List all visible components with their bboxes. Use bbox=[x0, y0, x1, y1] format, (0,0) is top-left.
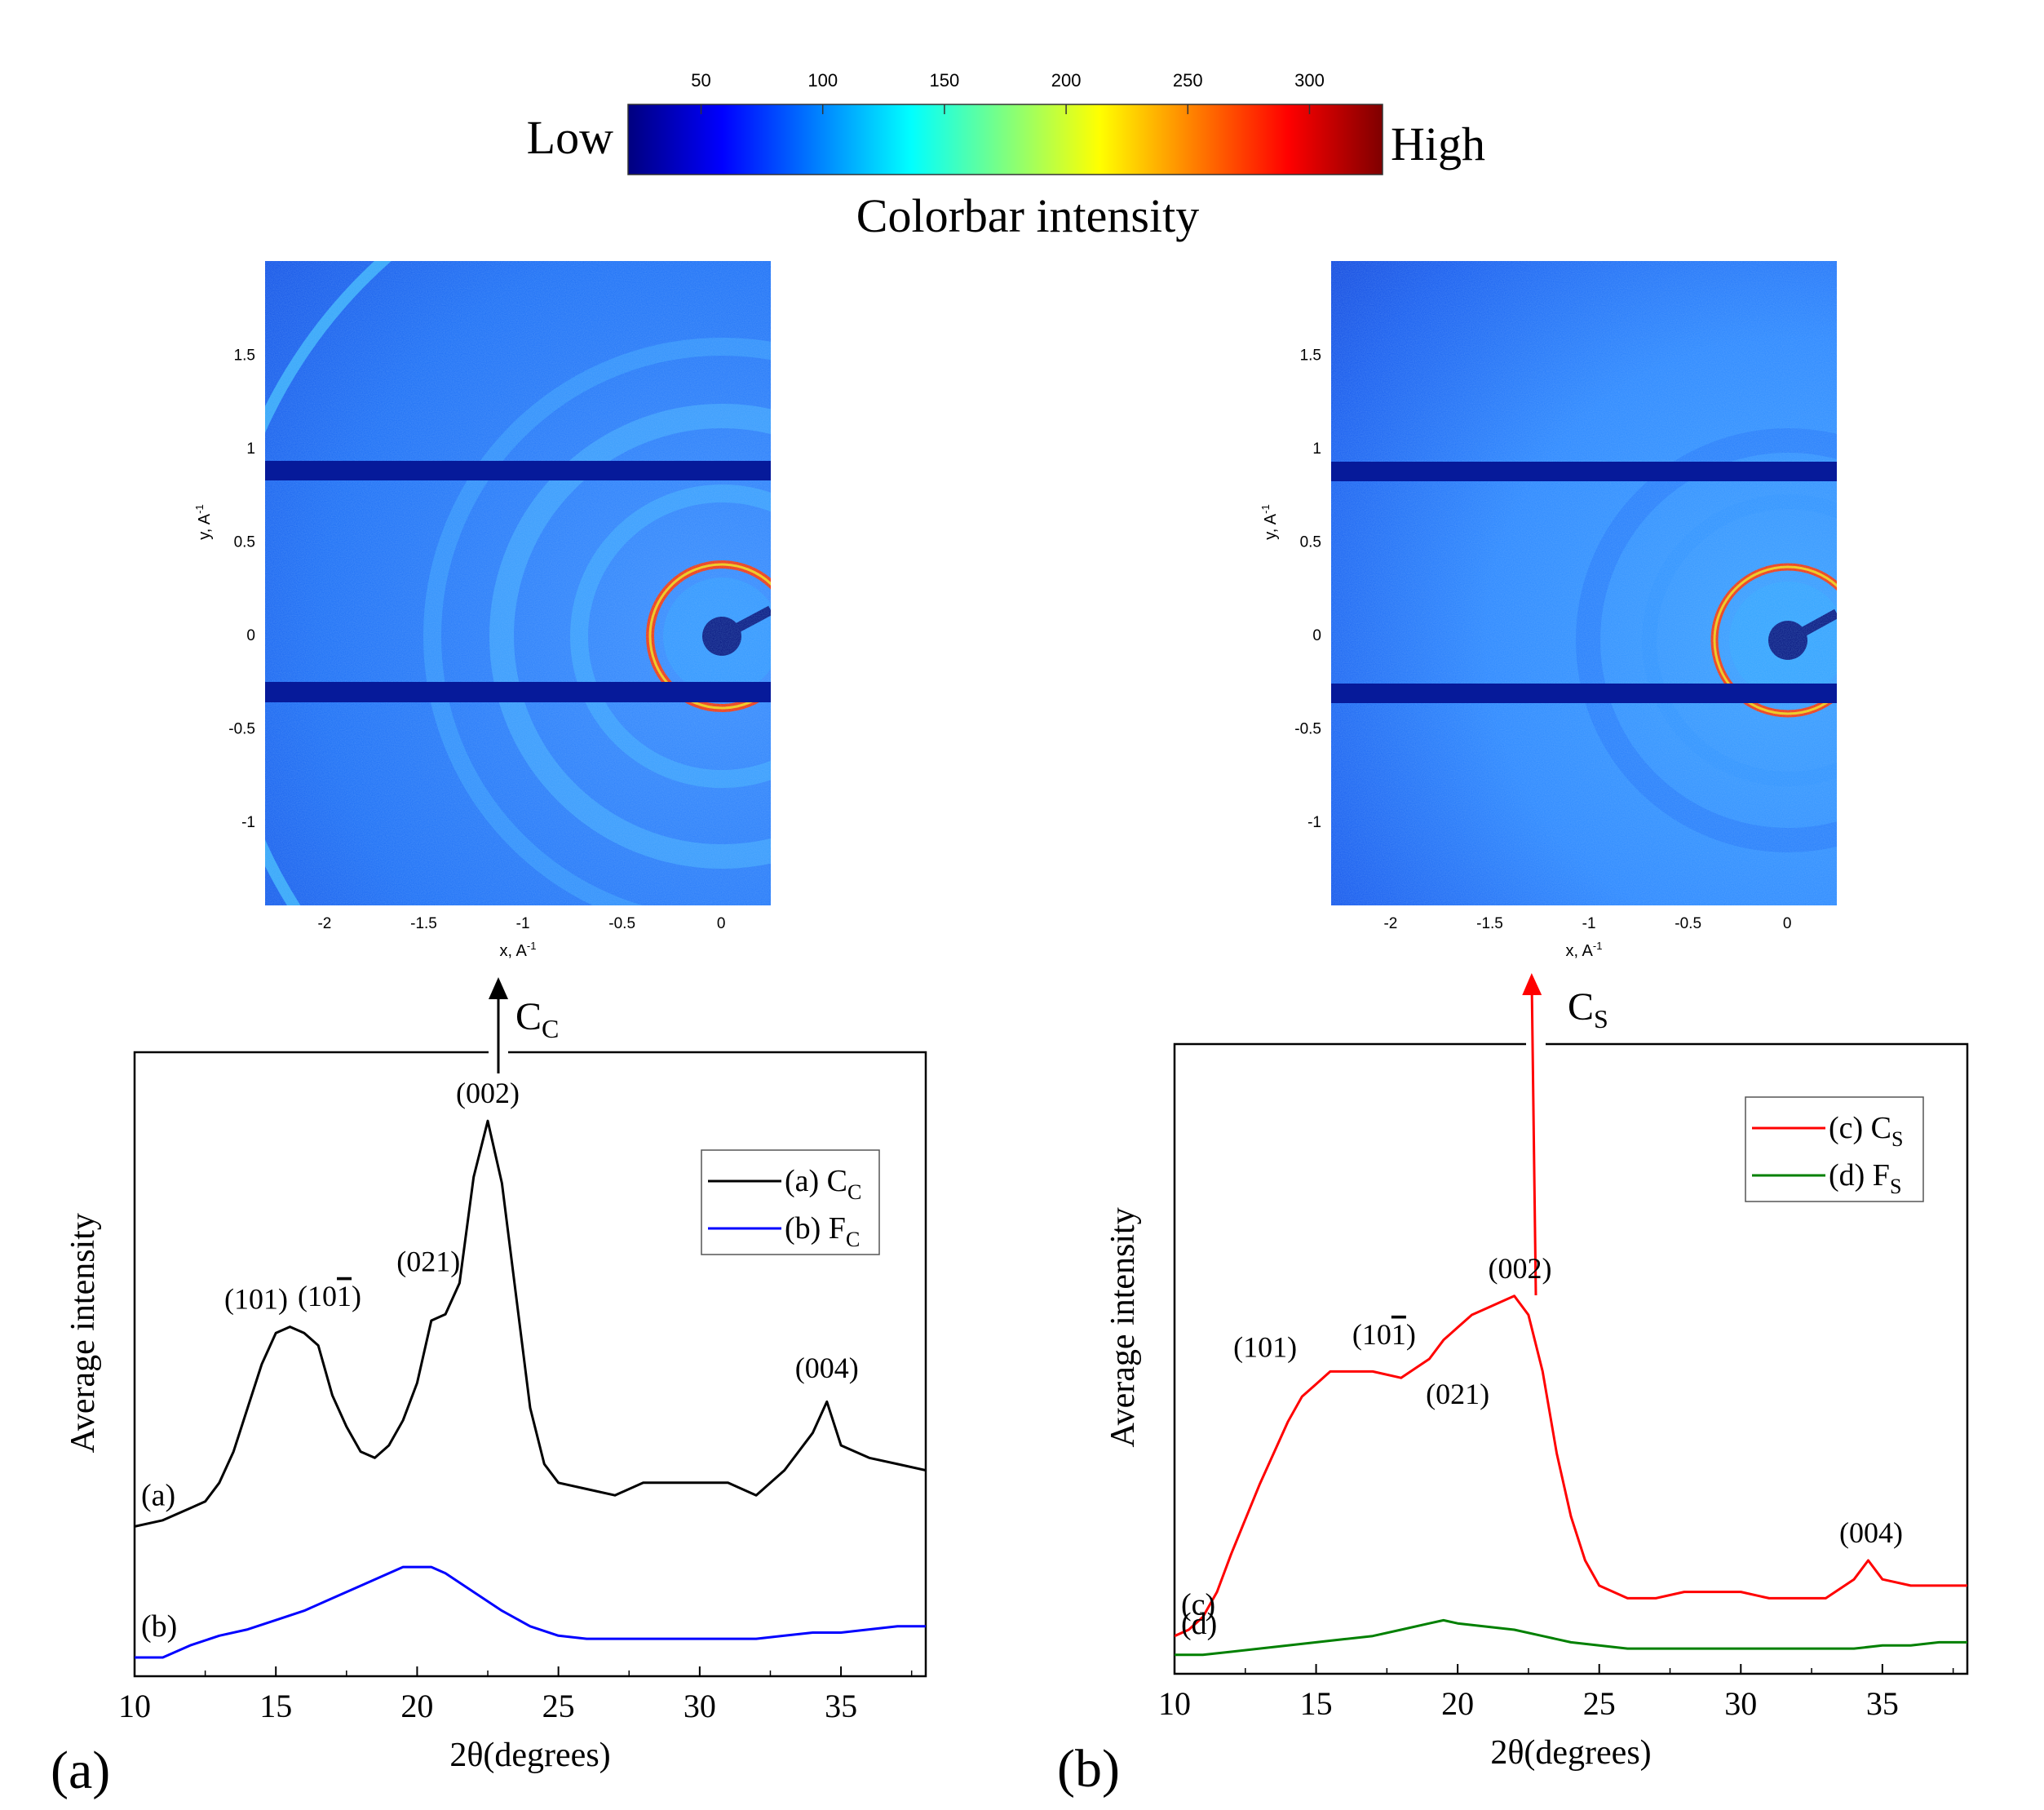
series-line-0 bbox=[135, 1119, 926, 1528]
map-x-tick-label: -2 bbox=[317, 915, 331, 932]
series-line-1 bbox=[1175, 1618, 1967, 1657]
diffraction-map-left: -2 -1.5 -1 -0.5 0 1.5 1 0.5 0 -0.5 -1 x, A-1 y, A-1 bbox=[193, 261, 771, 960]
colorbar-tick-label: 50 bbox=[691, 70, 710, 91]
map-x-axis-label: x, A-1 bbox=[500, 940, 537, 960]
legend-box bbox=[701, 1149, 880, 1255]
x-tick-label: 25 bbox=[1583, 1685, 1616, 1722]
colorbar-tick-label: 200 bbox=[1051, 70, 1082, 91]
map-y-tick-label: 1.5 bbox=[234, 347, 255, 364]
series-curve-label: (a) bbox=[141, 1478, 175, 1512]
x-tick-label: 35 bbox=[825, 1688, 857, 1724]
peak-label: (101) bbox=[224, 1283, 288, 1316]
map-y-tick-label: 1.5 bbox=[1300, 347, 1321, 364]
map-y-tick-label: -0.5 bbox=[228, 720, 255, 737]
colorbar-bar bbox=[627, 104, 1383, 175]
plot-frame bbox=[133, 1051, 927, 1678]
map-y-tick-label: 0 bbox=[246, 627, 255, 644]
peak-label: (004) bbox=[795, 1352, 859, 1384]
arrow-right: CS bbox=[1522, 973, 1608, 1296]
xrd-chart-a: 10 15 20 25 30 35 2θ(degrees) Average intensity… bbox=[51, 1051, 927, 1800]
map-x-tick-label: -1.5 bbox=[410, 915, 437, 932]
peak-label: (101) bbox=[298, 1280, 361, 1312]
arrow-left-label: CC bbox=[515, 995, 559, 1043]
peak-label: (002) bbox=[456, 1077, 520, 1109]
map-y-tick-label: -1 bbox=[1307, 814, 1321, 831]
map-x-tick-label: 0 bbox=[1783, 915, 1792, 932]
arrow-left: CC bbox=[489, 977, 559, 1073]
map-y-tick-label: 0.5 bbox=[1300, 533, 1321, 551]
colorbar-ticks: 50 100 150 200 250 300 bbox=[691, 70, 1325, 114]
peak-label: (021) bbox=[1426, 1378, 1489, 1410]
colorbar-tick-label: 100 bbox=[807, 70, 838, 91]
series-curve-label: (c) bbox=[1181, 1588, 1215, 1622]
colorbar-tick-label: 150 bbox=[930, 70, 960, 91]
x-tick-label: 25 bbox=[542, 1688, 575, 1724]
map-left-axes: -2 -1.5 -1 -0.5 0 1.5 1 0.5 0 -0.5 -1 x, A-1 y, A-1 bbox=[193, 347, 726, 960]
arrow-right-label: CS bbox=[1568, 985, 1608, 1033]
colorbar-low-label: Low bbox=[527, 111, 613, 164]
series-line-1 bbox=[135, 1565, 926, 1659]
map-x-tick-label: -0.5 bbox=[608, 915, 635, 932]
map-x-tick-label: -1 bbox=[516, 915, 530, 932]
legend-box bbox=[1745, 1096, 1924, 1202]
x-axis-label: 2θ(degrees) bbox=[449, 1737, 610, 1774]
map-y-tick-label: 0.5 bbox=[234, 533, 255, 551]
map-y-axis-label: y, A-1 bbox=[1259, 504, 1280, 539]
legend-entry: (c) CS bbox=[1829, 1111, 1904, 1151]
x-tick-label: 15 bbox=[259, 1688, 292, 1724]
map-y-tick-label: 1 bbox=[246, 440, 255, 458]
colorbar: 50 100 150 200 250 300 Low High Colorbar inte… bbox=[527, 70, 1485, 242]
series-line-0 bbox=[1175, 1294, 1967, 1638]
map-x-tick-label: 0 bbox=[717, 915, 726, 932]
peak-label: (101) bbox=[1352, 1318, 1416, 1351]
map-x-tick-label: -2 bbox=[1383, 915, 1397, 932]
peak-label: (004) bbox=[1839, 1516, 1903, 1549]
peak-label: (021) bbox=[396, 1246, 460, 1278]
map-y-tick-label: -1 bbox=[241, 814, 255, 831]
legend-entry: (b) FC bbox=[785, 1211, 860, 1251]
series-group bbox=[135, 1119, 926, 1659]
x-tick-label: 30 bbox=[684, 1688, 716, 1724]
panel-label: (b) bbox=[1057, 1739, 1120, 1799]
x-axis-label: 2θ(degrees) bbox=[1490, 1734, 1651, 1772]
legend-entry: (a) CC bbox=[785, 1164, 861, 1204]
colorbar-tick-label: 250 bbox=[1173, 70, 1203, 91]
x-tick-label: 30 bbox=[1724, 1685, 1757, 1722]
map-x-tick-label: -0.5 bbox=[1675, 915, 1701, 932]
x-tick-label: 35 bbox=[1866, 1685, 1899, 1722]
diffraction-map-right: -2 -1.5 -1 -0.5 0 1.5 1 0.5 0 -0.5 -1 x, A-1 y, A-1 bbox=[1259, 261, 1837, 960]
y-axis-label: Average intensity bbox=[1104, 1207, 1142, 1447]
colorbar-title: Colorbar intensity bbox=[856, 189, 1199, 242]
x-tick-label: 20 bbox=[1441, 1685, 1474, 1722]
map-y-axis-label: y, A-1 bbox=[193, 504, 214, 539]
map-x-tick-label: -1.5 bbox=[1476, 915, 1503, 932]
x-tick-label: 15 bbox=[1300, 1685, 1333, 1722]
y-axis-label: Average intensity bbox=[64, 1213, 102, 1453]
colorbar-tick-label: 300 bbox=[1294, 70, 1325, 91]
peak-label: (002) bbox=[1489, 1252, 1552, 1285]
x-tick-label: 10 bbox=[1158, 1685, 1191, 1722]
panel-label: (a) bbox=[51, 1741, 110, 1800]
legend-entry: (d) FS bbox=[1829, 1158, 1901, 1198]
map-right-axes: -2 -1.5 -1 -0.5 0 1.5 1 0.5 0 -0.5 -1 x, A-1 y, A-1 bbox=[1259, 347, 1792, 960]
series-group bbox=[1175, 1294, 1967, 1657]
map-y-tick-label: 1 bbox=[1312, 440, 1321, 458]
series-curve-label: (b) bbox=[141, 1609, 177, 1644]
peak-label: (101) bbox=[1233, 1330, 1297, 1363]
series-curve-label: (d) bbox=[1181, 1607, 1217, 1641]
x-tick-label: 10 bbox=[118, 1688, 151, 1724]
xrd-chart-b: 10 15 20 25 30 35 2θ(degrees) Average intensity… bbox=[1057, 1042, 1969, 1799]
colorbar-high-label: High bbox=[1391, 117, 1485, 170]
map-y-tick-label: 0 bbox=[1312, 627, 1321, 644]
map-x-axis-label: x, A-1 bbox=[1566, 940, 1603, 960]
map-y-tick-label: -0.5 bbox=[1294, 720, 1321, 737]
plot-frame bbox=[1173, 1042, 1969, 1675]
x-tick-label: 20 bbox=[400, 1688, 433, 1724]
map-x-tick-label: -1 bbox=[1582, 915, 1596, 932]
